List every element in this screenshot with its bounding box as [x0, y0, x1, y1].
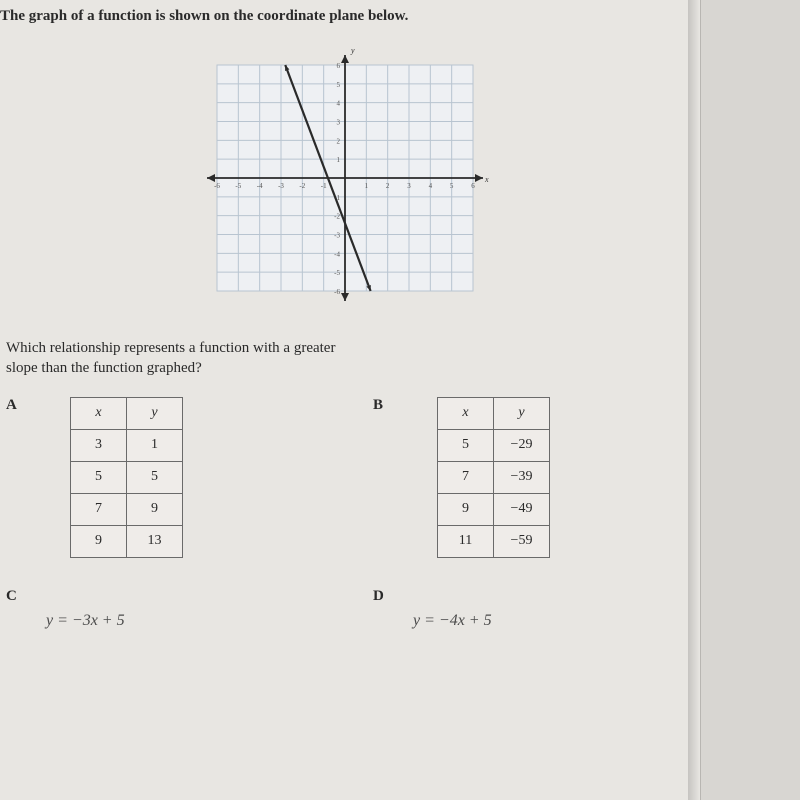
cell: 7	[71, 493, 127, 525]
svg-text:5: 5	[337, 81, 341, 89]
svg-text:-6: -6	[214, 182, 220, 190]
cell: 7	[438, 461, 494, 493]
svg-text:-4: -4	[257, 182, 263, 190]
option-A-body: xy 31 55 79 913	[40, 397, 183, 558]
option-B-table: xy 5−29 7−39 9−49 11−59	[437, 397, 550, 558]
svg-text:-2: -2	[299, 182, 305, 190]
col-y: y	[494, 397, 550, 429]
svg-text:-1: -1	[321, 182, 327, 190]
svg-text:-5: -5	[235, 182, 241, 190]
svg-text:4: 4	[337, 100, 341, 108]
svg-text:y: y	[350, 46, 355, 55]
cell: 11	[438, 525, 494, 557]
coordinate-graph: -6-5-4-3-2-1123456123456-1-2-3-4-5-6yx	[0, 43, 690, 318]
prompt-title: The graph of a function is shown on the …	[0, 8, 690, 25]
cell: 9	[438, 493, 494, 525]
svg-text:-3: -3	[334, 232, 340, 240]
option-C[interactable]: C y = −3x + 5	[6, 588, 313, 630]
cell: 5	[127, 461, 183, 493]
svg-text:5: 5	[450, 182, 454, 190]
question-line-2: slope than the function graphed?	[6, 360, 202, 376]
col-x: x	[71, 397, 127, 429]
cell: 9	[71, 525, 127, 557]
option-B[interactable]: B xy 5−29 7−39 9−49 11−59	[373, 397, 680, 558]
question-text: Which relationship represents a function…	[6, 338, 690, 379]
option-D-label: D	[373, 588, 403, 605]
cell: 3	[71, 429, 127, 461]
svg-text:-3: -3	[278, 182, 284, 190]
svg-text:-6: -6	[334, 288, 340, 296]
svg-text:x: x	[484, 175, 489, 184]
cell: 5	[438, 429, 494, 461]
option-C-equation: y = −3x + 5	[46, 612, 313, 630]
svg-text:-2: -2	[334, 213, 340, 221]
question-line-1: Which relationship represents a function…	[6, 340, 335, 356]
cell: −49	[494, 493, 550, 525]
svg-text:1: 1	[365, 182, 369, 190]
answer-options: A xy 31 55 79 913 B xy 5−29	[0, 397, 690, 630]
svg-text:4: 4	[429, 182, 433, 190]
svg-text:-5: -5	[334, 269, 340, 277]
svg-text:2: 2	[337, 137, 341, 145]
svg-text:-4: -4	[334, 250, 340, 258]
option-D[interactable]: D y = −4x + 5	[373, 588, 680, 630]
cell: −39	[494, 461, 550, 493]
option-A[interactable]: A xy 31 55 79 913	[6, 397, 313, 558]
svg-text:3: 3	[337, 119, 341, 127]
cell: 13	[127, 525, 183, 557]
svg-text:6: 6	[471, 182, 475, 190]
page-inner-shadow	[688, 0, 700, 800]
worksheet-page: The graph of a function is shown on the …	[0, 0, 800, 800]
col-x: x	[438, 397, 494, 429]
cell: −59	[494, 525, 550, 557]
graph-svg: -6-5-4-3-2-1123456123456-1-2-3-4-5-6yx	[195, 43, 495, 313]
svg-text:1: 1	[337, 156, 341, 164]
col-y: y	[127, 397, 183, 429]
content-area: The graph of a function is shown on the …	[0, 8, 690, 630]
page-right-edge	[700, 0, 800, 800]
option-D-equation: y = −4x + 5	[413, 612, 680, 630]
option-B-label: B	[373, 397, 403, 414]
svg-text:3: 3	[407, 182, 411, 190]
option-C-label: C	[6, 588, 36, 605]
option-A-label: A	[6, 397, 36, 414]
svg-text:6: 6	[337, 62, 341, 70]
cell: 9	[127, 493, 183, 525]
cell: 5	[71, 461, 127, 493]
svg-text:2: 2	[386, 182, 390, 190]
cell: 1	[127, 429, 183, 461]
cell: −29	[494, 429, 550, 461]
option-B-body: xy 5−29 7−39 9−49 11−59	[407, 397, 550, 558]
option-A-table: xy 31 55 79 913	[70, 397, 183, 558]
